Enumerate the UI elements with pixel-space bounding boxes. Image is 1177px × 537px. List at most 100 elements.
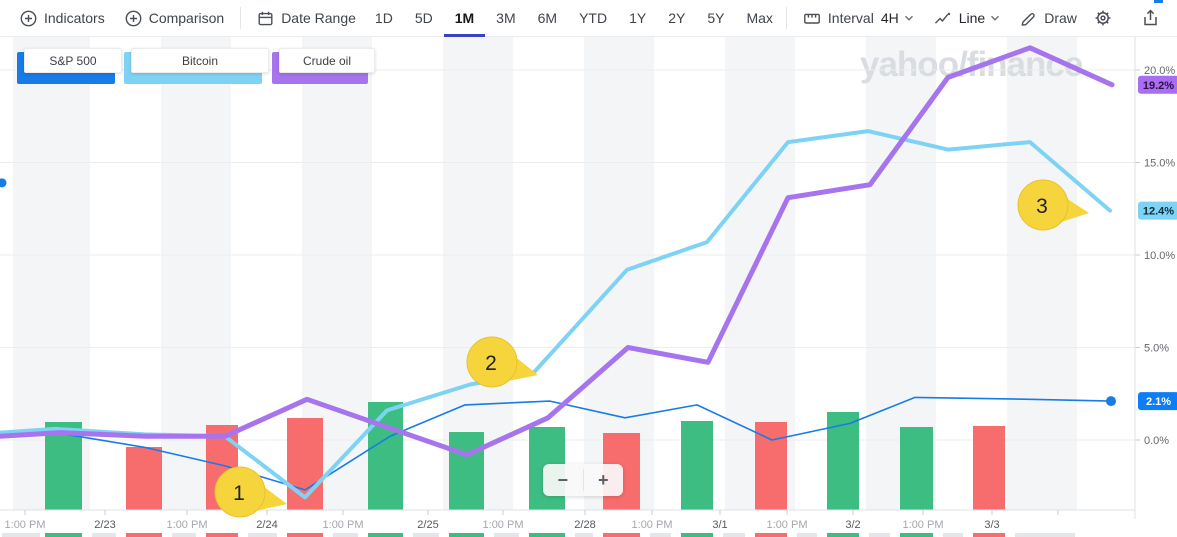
- zoom-controls: − +: [543, 464, 623, 496]
- x-axis-label: 2/23: [94, 519, 115, 531]
- range-strip-segment: [900, 533, 933, 537]
- x-axis-label: 3/3: [984, 519, 999, 531]
- calendar-icon: [258, 11, 273, 25]
- range-strip-segment: [333, 533, 358, 537]
- annotation-pin-3[interactable]: 3: [1017, 179, 1089, 231]
- x-axis-label: 1:00 PM: [5, 519, 46, 531]
- pin-body: [1017, 179, 1069, 231]
- annotation-pin-1[interactable]: 1: [214, 466, 287, 518]
- comparison-button[interactable]: Comparison: [125, 0, 224, 37]
- chart-toolbar: Indicators Comparison Date Range 1D 5D 1M 3…: [0, 0, 1177, 37]
- y-axis-label: 10.0%: [1144, 250, 1175, 262]
- series-line-crude-oil: [0, 45, 1115, 458]
- x-axis-label: 3/2: [845, 519, 860, 531]
- top-right-accent: [1154, 0, 1163, 3]
- annotation-pin-2[interactable]: 2: [466, 336, 538, 388]
- chart-canvas[interactable]: 20.0% 15.0% 10.0% 5.0% 0.0% 1:00 PM 2/23 1:00 P…: [0, 37, 1177, 537]
- range-3m[interactable]: 3M: [496, 9, 516, 26]
- interval-label: Interval: [827, 10, 874, 26]
- range-strip-segment: [449, 533, 484, 537]
- range-strip-segment: [827, 533, 859, 537]
- range-1y[interactable]: 1Y: [629, 9, 647, 26]
- gear-icon: [1095, 10, 1111, 26]
- plus-circle-icon: [125, 10, 142, 26]
- x-axis-label: 2/28: [574, 519, 595, 531]
- range-1m[interactable]: 1M: [443, 0, 486, 37]
- line-chart-icon: [934, 12, 950, 24]
- draw-button[interactable]: Draw: [1020, 0, 1077, 37]
- range-1d[interactable]: 1D: [374, 9, 393, 26]
- price-badge-label: 19.2%: [1143, 80, 1174, 92]
- y-axis-label: 20.0%: [1144, 65, 1175, 77]
- range-2y[interactable]: 2Y: [668, 9, 686, 26]
- range-max[interactable]: Max: [746, 9, 773, 26]
- interval-value: 4H: [880, 10, 899, 26]
- range-strip-segment: [973, 533, 1005, 537]
- range-5y[interactable]: 5Y: [707, 9, 725, 26]
- date-range-presets: 1D 5D 1M 3M 6M YTD 1Y 2Y 5Y Max: [364, 0, 784, 37]
- yahoo-finance-watermark: yahoo/finance: [860, 45, 1083, 84]
- series-line-s-p-500: [0, 396, 1112, 491]
- range-6m[interactable]: 6M: [537, 9, 558, 26]
- pin-number: 1: [233, 482, 245, 505]
- volume-bar: [449, 432, 484, 510]
- indicators-label: Indicators: [44, 10, 105, 26]
- toolbar-divider: [785, 7, 787, 29]
- volume-bar: [755, 422, 787, 510]
- legend-chip-label: Bitcoin: [131, 48, 269, 73]
- zoom-divider: [582, 469, 584, 491]
- range-strip-segment: [206, 533, 238, 537]
- price-badge: [1138, 201, 1177, 220]
- volume-bar: [973, 426, 1005, 510]
- x-axis-label: 1:00 PM: [323, 519, 364, 531]
- legend-chip-2[interactable]: Crude oil: [272, 48, 375, 84]
- settings-button[interactable]: [1092, 7, 1114, 29]
- pin-number: 3: [1036, 195, 1048, 218]
- range-5d[interactable]: 5D: [414, 9, 433, 26]
- range-strip-segment: [575, 533, 593, 537]
- date-range-button[interactable]: Date Range: [257, 0, 356, 37]
- y-axis-label: 15.0%: [1144, 158, 1175, 170]
- range-strip-segment: [755, 533, 787, 537]
- toolbar-right-actions: [1092, 7, 1177, 29]
- comparison-label: Comparison: [148, 10, 225, 26]
- chevron-down-icon: [904, 15, 913, 21]
- date-range-label: Date Range: [281, 10, 356, 26]
- range-strip-segment: [797, 533, 817, 537]
- chart-type-dropdown[interactable]: Line: [934, 0, 1000, 37]
- legend-chip-1[interactable]: Bitcoin: [124, 48, 269, 84]
- x-axis-label: 1:00 PM: [903, 519, 944, 531]
- series-end-dot: [1106, 396, 1116, 407]
- x-axis-label: 1:00 PM: [483, 519, 524, 531]
- x-axis-label: 2/24: [256, 519, 277, 531]
- chart-type-label: Line: [958, 10, 986, 26]
- zoom-in-button[interactable]: +: [584, 464, 624, 496]
- range-ytd[interactable]: YTD: [579, 9, 608, 26]
- share-button[interactable]: [1140, 7, 1161, 29]
- range-strip-segment: [650, 533, 671, 537]
- legend-chip-0[interactable]: S&P 500: [17, 48, 122, 84]
- interval-dropdown[interactable]: Interval 4H: [803, 0, 914, 37]
- toolbar-divider: [240, 7, 242, 29]
- price-badge: [1138, 392, 1177, 411]
- range-strip-segment: [1015, 533, 1075, 537]
- volume-bar: [368, 402, 403, 510]
- pin-body: [214, 466, 266, 518]
- left-edge-marker: [0, 178, 7, 188]
- zoom-out-button[interactable]: −: [543, 464, 583, 496]
- share-icon: [1144, 9, 1157, 26]
- legend-chip-label: S&P 500: [24, 48, 122, 73]
- legend-chip-label: Crude oil: [279, 48, 375, 73]
- x-axis-label: 1:00 PM: [167, 519, 208, 531]
- range-strip-segment: [603, 533, 640, 537]
- x-axis-label: 3/1: [712, 519, 727, 531]
- y-axis-label: 5.0%: [1144, 343, 1169, 355]
- y-axis-label: 0.0%: [1144, 435, 1169, 447]
- volume-bar: [827, 412, 859, 510]
- price-badge: [1138, 75, 1177, 94]
- range-strip-segment: [681, 533, 713, 537]
- pin-number: 2: [485, 352, 497, 375]
- indicators-button[interactable]: Indicators: [20, 0, 105, 37]
- range-strip-segment: [494, 533, 519, 537]
- price-badge-label: 12.4%: [1143, 206, 1174, 218]
